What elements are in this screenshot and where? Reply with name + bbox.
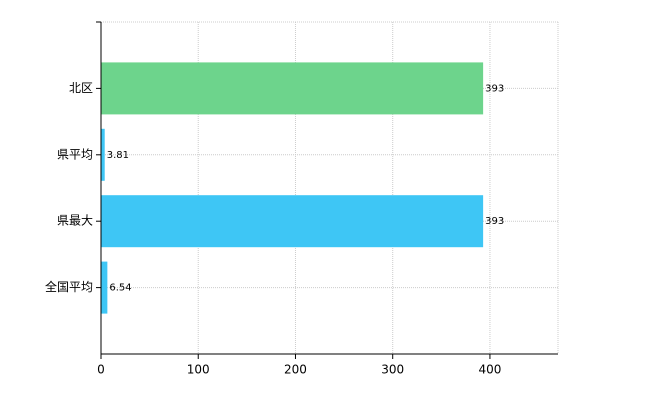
x-tick-label: 200	[284, 363, 307, 377]
bar	[101, 128, 105, 181]
y-tick-label: 県平均	[57, 147, 93, 161]
x-tick-label: 400	[478, 363, 501, 377]
y-tick-label: 全国平均	[45, 279, 93, 294]
bar	[101, 62, 484, 115]
value-label: 3.81	[107, 150, 129, 161]
x-tick-label: 0	[97, 363, 105, 377]
x-tick-label: 100	[187, 363, 210, 377]
value-label: 393	[485, 216, 504, 227]
x-tick-label: 300	[381, 363, 404, 377]
bar	[101, 261, 108, 314]
bar	[101, 195, 484, 248]
y-tick-label: 県最大	[57, 214, 93, 228]
value-label: 393	[485, 83, 504, 94]
y-tick-label: 北区	[69, 81, 93, 95]
value-label: 6.54	[109, 283, 131, 294]
